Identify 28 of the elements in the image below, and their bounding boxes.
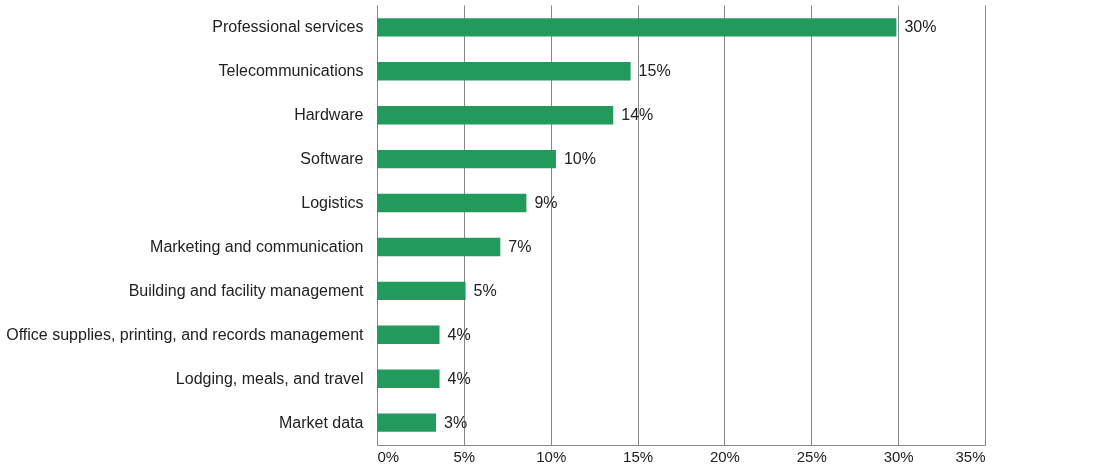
data-label: 7%: [508, 237, 532, 255]
y-tick-label: Office supplies, printing, and records management: [6, 325, 365, 343]
y-tick-label: Lodging, meals, and travel: [175, 369, 364, 387]
data-label: 30%: [904, 18, 937, 36]
data-label: 3%: [444, 413, 468, 431]
y-tick-label: Logistics: [301, 194, 364, 212]
x-tick-label: 5%: [453, 447, 476, 465]
x-tick-label: 35%: [955, 447, 986, 465]
y-tick-label: Telecommunications: [218, 62, 364, 80]
y-tick-label: Hardware: [294, 106, 364, 124]
y-tick-label: Market data: [279, 413, 364, 431]
y-tick-label: Software: [300, 150, 364, 168]
data-label: 4%: [447, 325, 471, 343]
x-tick-label: 10%: [536, 447, 567, 465]
y-tick-label: Marketing and communication: [150, 237, 364, 255]
data-label: 4%: [447, 369, 471, 387]
y-tick-label: Building and facility management: [128, 281, 365, 299]
data-label: 15%: [638, 62, 671, 80]
data-label: 5%: [473, 281, 497, 299]
data-label: 10%: [563, 150, 596, 168]
x-tick-label: 0%: [377, 447, 400, 465]
data-label: 14%: [621, 106, 654, 124]
y-tick-label: Professional services: [212, 18, 364, 36]
x-tick-label: 30%: [883, 447, 914, 465]
data-label: 9%: [534, 194, 558, 212]
x-tick-label: 15%: [623, 447, 654, 465]
x-tick-label: 20%: [709, 447, 740, 465]
x-tick-label: 25%: [796, 447, 827, 465]
